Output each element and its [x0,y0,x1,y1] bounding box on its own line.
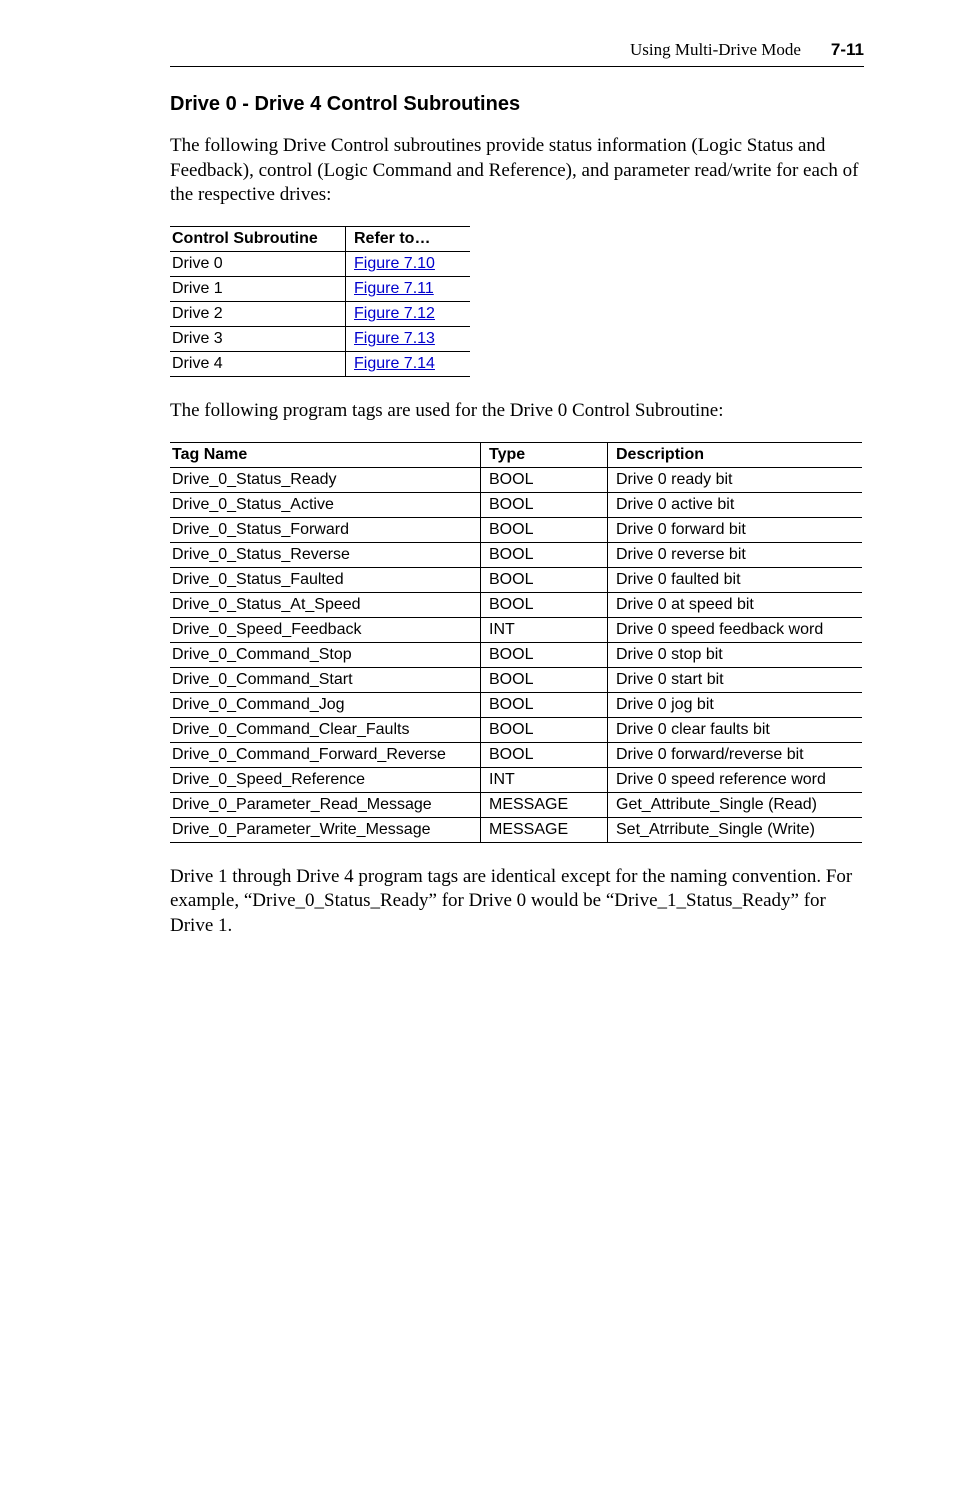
table-row: Drive_0_Status_FaultedBOOLDrive 0 faulte… [170,567,862,592]
cell: Drive 0 forward bit [608,517,863,542]
cell: Drive_0_Command_Clear_Faults [170,717,481,742]
cell: BOOL [481,492,608,517]
table-row: Drive_0_Status_At_SpeedBOOLDrive 0 at sp… [170,592,862,617]
cell: Drive_0_Speed_Reference [170,767,481,792]
cell: BOOL [481,567,608,592]
cell: Drive 0 stop bit [608,642,863,667]
cell: BOOL [481,742,608,767]
table-row: Drive 3 Figure 7.13 [170,327,470,352]
cell: BOOL [481,592,608,617]
cell: Drive 0 start bit [608,667,863,692]
cell: Drive 0 faulted bit [608,567,863,592]
cell: Drive_0_Speed_Feedback [170,617,481,642]
cell: Drive 0 speed feedback word [608,617,863,642]
table-row: Drive_0_Status_ReadyBOOLDrive 0 ready bi… [170,467,862,492]
table-row: Drive_0_Status_ReverseBOOLDrive 0 revers… [170,542,862,567]
page-number: 7-11 [831,40,864,60]
figure-link[interactable]: Figure 7.11 [354,280,434,297]
table-row: Drive_0_Speed_FeedbackINTDrive 0 speed f… [170,617,862,642]
table-row: Drive_0_Status_ForwardBOOLDrive 0 forwar… [170,517,862,542]
cell: Drive 0 active bit [608,492,863,517]
cell: BOOL [481,667,608,692]
table-row: Drive 1 Figure 7.11 [170,277,470,302]
program-tag-table: Tag Name Type Description Drive_0_Status… [170,442,862,843]
cell: Drive 0 jog bit [608,692,863,717]
cell: Drive_0_Parameter_Write_Message [170,817,481,842]
table-row: Drive_0_Parameter_Write_MessageMESSAGESe… [170,817,862,842]
cell: Figure 7.13 [346,327,471,352]
table-row: Drive_0_Command_JogBOOLDrive 0 jog bit [170,692,862,717]
intro-paragraph: The following Drive Control subroutines … [170,134,864,208]
closing-paragraph: Drive 1 through Drive 4 program tags are… [170,865,864,939]
table-header: Tag Name [170,442,481,467]
cell: MESSAGE [481,792,608,817]
cell: INT [481,767,608,792]
cell: BOOL [481,642,608,667]
cell: Drive 0 at speed bit [608,592,863,617]
cell: Drive_0_Command_Start [170,667,481,692]
cell: Drive_0_Parameter_Read_Message [170,792,481,817]
section-heading: Drive 0 - Drive 4 Control Subroutines [170,93,864,116]
cell: Figure 7.12 [346,302,471,327]
cell: BOOL [481,517,608,542]
table-row: Drive 0 Figure 7.10 [170,252,470,277]
cell: BOOL [481,467,608,492]
cell: Drive 4 [170,352,346,377]
cell: Figure 7.11 [346,277,471,302]
tag-intro-paragraph: The following program tags are used for … [170,399,864,424]
cell: Drive_0_Status_Ready [170,467,481,492]
figure-link[interactable]: Figure 7.13 [354,330,435,347]
cell: Figure 7.10 [346,252,471,277]
cell: BOOL [481,717,608,742]
page-header: Using Multi-Drive Mode 7-11 [170,40,864,67]
cell: Drive 0 clear faults bit [608,717,863,742]
cell: Drive 3 [170,327,346,352]
cell: Drive_0_Command_Jog [170,692,481,717]
table-row: Drive_0_Speed_ReferenceINTDrive 0 speed … [170,767,862,792]
table-header: Refer to… [346,227,471,252]
table-row: Drive_0_Command_Forward_ReverseBOOLDrive… [170,742,862,767]
table-row: Drive 4 Figure 7.14 [170,352,470,377]
cell: Drive_0_Command_Forward_Reverse [170,742,481,767]
table-row: Drive_0_Parameter_Read_MessageMESSAGEGet… [170,792,862,817]
cell: Drive 0 [170,252,346,277]
cell: Drive_0_Status_Faulted [170,567,481,592]
table-header: Description [608,442,863,467]
cell: Get_Attribute_Single (Read) [608,792,863,817]
cell: Drive 1 [170,277,346,302]
cell: BOOL [481,542,608,567]
cell: INT [481,617,608,642]
control-subroutine-table: Control Subroutine Refer to… Drive 0 Fig… [170,226,470,377]
table-row: Drive_0_Status_ActiveBOOLDrive 0 active … [170,492,862,517]
cell: BOOL [481,692,608,717]
cell: Drive 0 ready bit [608,467,863,492]
figure-link[interactable]: Figure 7.14 [354,355,435,372]
cell: Drive_0_Status_Forward [170,517,481,542]
table-row: Drive_0_Command_StartBOOLDrive 0 start b… [170,667,862,692]
cell: Drive_0_Status_Active [170,492,481,517]
figure-link[interactable]: Figure 7.10 [354,255,435,272]
table-row: Drive_0_Command_StopBOOLDrive 0 stop bit [170,642,862,667]
cell: Drive_0_Status_Reverse [170,542,481,567]
figure-link[interactable]: Figure 7.12 [354,305,435,322]
cell: Drive 2 [170,302,346,327]
cell: Drive_0_Status_At_Speed [170,592,481,617]
cell: Set_Atrribute_Single (Write) [608,817,863,842]
cell: Drive 0 reverse bit [608,542,863,567]
table-row: Drive 2 Figure 7.12 [170,302,470,327]
table-row: Drive_0_Command_Clear_FaultsBOOLDrive 0 … [170,717,862,742]
running-title: Using Multi-Drive Mode [630,40,801,60]
cell: Figure 7.14 [346,352,471,377]
cell: Drive_0_Command_Stop [170,642,481,667]
table-header: Type [481,442,608,467]
table-header: Control Subroutine [170,227,346,252]
cell: MESSAGE [481,817,608,842]
cell: Drive 0 speed reference word [608,767,863,792]
cell: Drive 0 forward/reverse bit [608,742,863,767]
